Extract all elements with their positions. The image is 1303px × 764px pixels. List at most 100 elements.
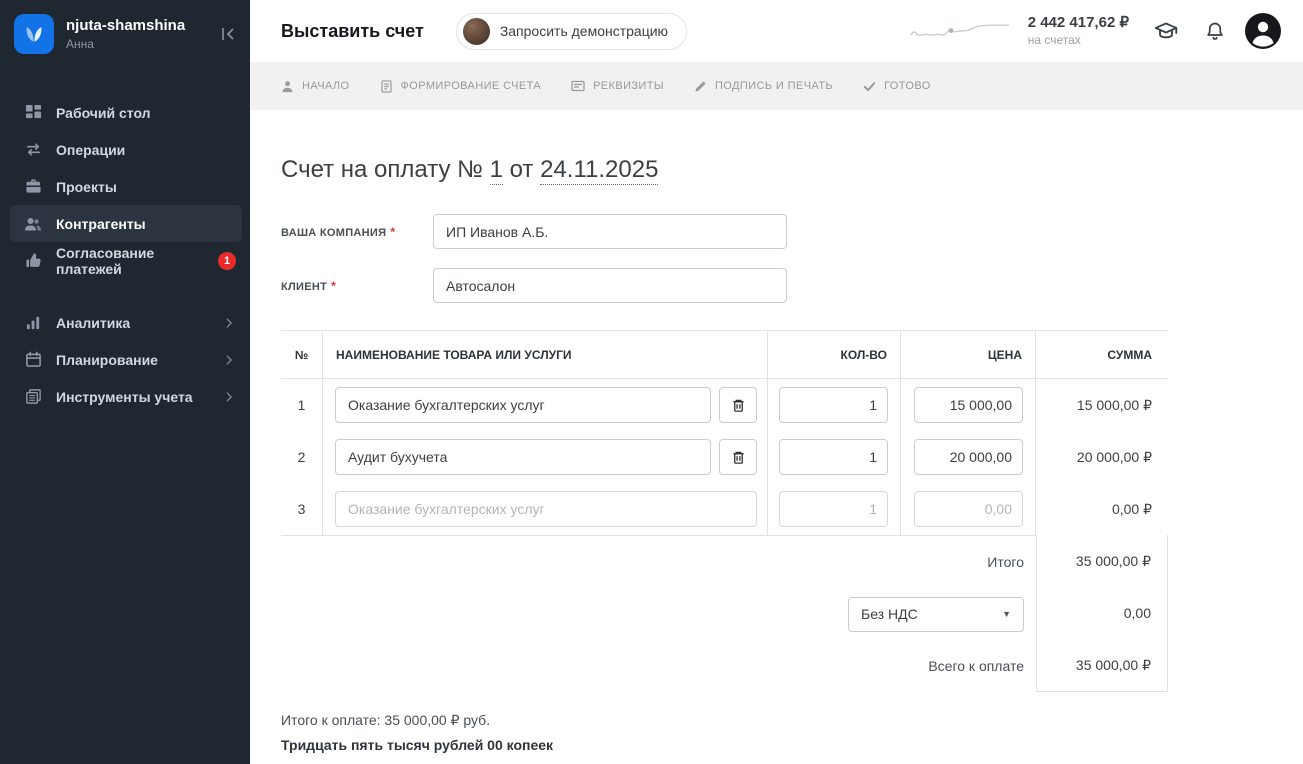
chevron-right-icon: [222, 390, 236, 404]
item-sum: 0,00 ₽: [1111, 500, 1152, 517]
request-demo-button[interactable]: Запросить демонстрацию: [455, 12, 688, 50]
sidebar-collapse-icon[interactable]: [220, 26, 236, 42]
sidebar-item-payment-approval[interactable]: Согласование платежей 1: [0, 242, 250, 279]
step-start[interactable]: НАЧАЛО: [281, 80, 350, 93]
card-icon: [571, 79, 585, 93]
accounts-balance: 2 442 417,62 ₽ на счетах: [1028, 14, 1129, 48]
page-title: Выставить счет: [281, 20, 424, 41]
col-header-price: ЦЕНА: [901, 331, 1036, 378]
app-logo: [14, 14, 54, 54]
item-price-input[interactable]: [914, 439, 1023, 475]
account-name: njuta-shamshina: [66, 16, 186, 34]
pencil-icon: [694, 80, 707, 93]
balance-value: 2 442 417,62 ₽: [1027, 14, 1129, 32]
sidebar-item-desktop[interactable]: Рабочий стол: [0, 94, 250, 131]
company-input[interactable]: [433, 214, 787, 249]
vat-value: 0,00: [1123, 605, 1151, 621]
trash-icon: [732, 451, 744, 464]
topbar: Выставить счет Запросить демонстрацию 2 …: [250, 0, 1303, 62]
item-name-input[interactable]: [335, 387, 711, 423]
request-demo-label: Запросить демонстрацию: [499, 23, 669, 39]
subtotal-label: Итого: [987, 554, 1024, 570]
item-sum: 15 000,00 ₽: [1076, 396, 1152, 413]
total-label: Всего к оплате: [928, 658, 1024, 674]
calendar-icon: [24, 351, 42, 369]
invoice-date-field[interactable]: 24.11.2025: [540, 156, 659, 185]
col-header-name: НАИМЕНОВАНИЕ ТОВАРА ИЛИ УСЛУГИ: [323, 331, 768, 378]
sidebar-item-label: Рабочий стол: [56, 104, 151, 121]
totals-sum-box: 35 000,00 ₽ 0,00 35 000,00 ₽: [1036, 535, 1168, 692]
delete-row-button[interactable]: [719, 439, 757, 475]
approval-badge: 1: [218, 251, 236, 270]
sidebar-item-label: Операции: [56, 141, 126, 158]
totals-section: Итого Без НДС ▼ Всего к оплате 35 000,00…: [281, 535, 1168, 692]
invoice-of-word: от: [509, 156, 534, 183]
table-row: 1 15 000,00 ₽: [281, 379, 1168, 431]
invoice-form: Счет на оплату № 1 от 24.11.2025 ВАША КО…: [250, 110, 1303, 753]
step-label: ПОДПИСЬ И ПЕЧАТЬ: [715, 80, 834, 92]
item-qty-input[interactable]: [779, 439, 888, 475]
sidebar-item-label: Планирование: [56, 351, 158, 368]
step-requisites[interactable]: РЕКВИЗИТЫ: [571, 79, 664, 93]
step-label: НАЧАЛО: [302, 80, 350, 92]
item-name-input[interactable]: [335, 491, 757, 527]
invoice-title: Счет на оплату № 1 от 24.11.2025: [281, 156, 1303, 185]
table-row: 2 20 000,00 ₽: [281, 431, 1168, 483]
sidebar-group-divider: [0, 279, 250, 304]
item-name-input[interactable]: [335, 439, 711, 475]
step-done[interactable]: ГОТОВО: [863, 80, 931, 93]
row-number: 2: [281, 431, 323, 483]
sidebar-item-analytics[interactable]: Аналитика: [0, 304, 250, 341]
company-field-row: ВАША КОМПАНИЯ *: [281, 214, 1303, 249]
sidebar-item-operations[interactable]: Операции: [0, 131, 250, 168]
demo-avatar-image: [462, 17, 490, 45]
bell-icon[interactable]: [1203, 19, 1227, 43]
logo-bird-icon: [26, 27, 42, 42]
people-icon: [24, 215, 42, 233]
sidebar-item-label: Инструменты учета: [56, 388, 193, 405]
step-signature[interactable]: ПОДПИСЬ И ПЕЧАТЬ: [694, 80, 833, 93]
company-label: ВАША КОМПАНИЯ *: [281, 224, 396, 239]
invoice-number-field[interactable]: 1: [489, 156, 503, 185]
balance-caption: на счетах: [1027, 32, 1081, 47]
col-header-num: №: [281, 331, 323, 378]
step-label: ФОРМИРОВАНИЕ СЧЕТА: [400, 80, 542, 92]
trash-icon: [732, 399, 744, 412]
sidebar-item-accounting-tools[interactable]: Инструменты учета: [0, 378, 250, 415]
invoice-items-table: № НАИМЕНОВАНИЕ ТОВАРА ИЛИ УСЛУГИ КОЛ-ВО …: [281, 330, 1168, 535]
sidebar-header: njuta-shamshina Анна: [0, 0, 250, 66]
total-payable-text: Итого к оплате: 35 000,00 ₽ руб.: [281, 712, 491, 728]
graduation-cap-icon[interactable]: [1153, 18, 1179, 44]
thumb-up-icon: [24, 252, 42, 270]
client-label: КЛИЕНТ *: [281, 278, 337, 293]
col-header-sum: СУММА: [1107, 347, 1152, 362]
item-price-input[interactable]: [914, 491, 1023, 527]
row-number: 3: [281, 483, 323, 535]
item-price-input[interactable]: [914, 387, 1023, 423]
item-qty-input[interactable]: [779, 387, 888, 423]
sidebar-item-label: Согласование платежей: [56, 244, 155, 277]
user-avatar[interactable]: [1245, 13, 1281, 49]
totals-footer: Итого к оплате: 35 000,00 ₽ руб. Тридцат…: [281, 712, 1303, 753]
col-header-qty: КОЛ-ВО: [768, 331, 901, 378]
item-qty-input[interactable]: [779, 491, 888, 527]
step-label: РЕКВИЗИТЫ: [593, 80, 664, 92]
calculator-icon: [24, 388, 42, 406]
account-user: Анна: [66, 36, 94, 51]
vat-select[interactable]: Без НДС ▼: [848, 596, 1024, 632]
row-number: 1: [281, 379, 323, 431]
required-asterisk: *: [331, 278, 337, 293]
sidebar-item-label: Аналитика: [56, 314, 131, 331]
sidebar-item-planning[interactable]: Планирование: [0, 341, 250, 378]
delete-row-button[interactable]: [719, 387, 757, 423]
client-input[interactable]: [433, 268, 787, 303]
table-row-empty: 3 0,00 ₽: [281, 483, 1168, 535]
sidebar-item-projects[interactable]: Проекты: [0, 168, 250, 205]
client-field-row: КЛИЕНТ *: [281, 268, 1303, 303]
wizard-steps: НАЧАЛО ФОРМИРОВАНИЕ СЧЕТА РЕКВИЗИТЫ ПОДП…: [250, 62, 1303, 110]
chevron-right-icon: [222, 316, 236, 330]
document-icon: [380, 79, 393, 93]
sidebar-item-contractors[interactable]: Контрагенты: [10, 205, 242, 242]
caret-down-icon: ▼: [1002, 609, 1011, 619]
step-invoice-forming[interactable]: ФОРМИРОВАНИЕ СЧЕТА: [380, 79, 542, 93]
